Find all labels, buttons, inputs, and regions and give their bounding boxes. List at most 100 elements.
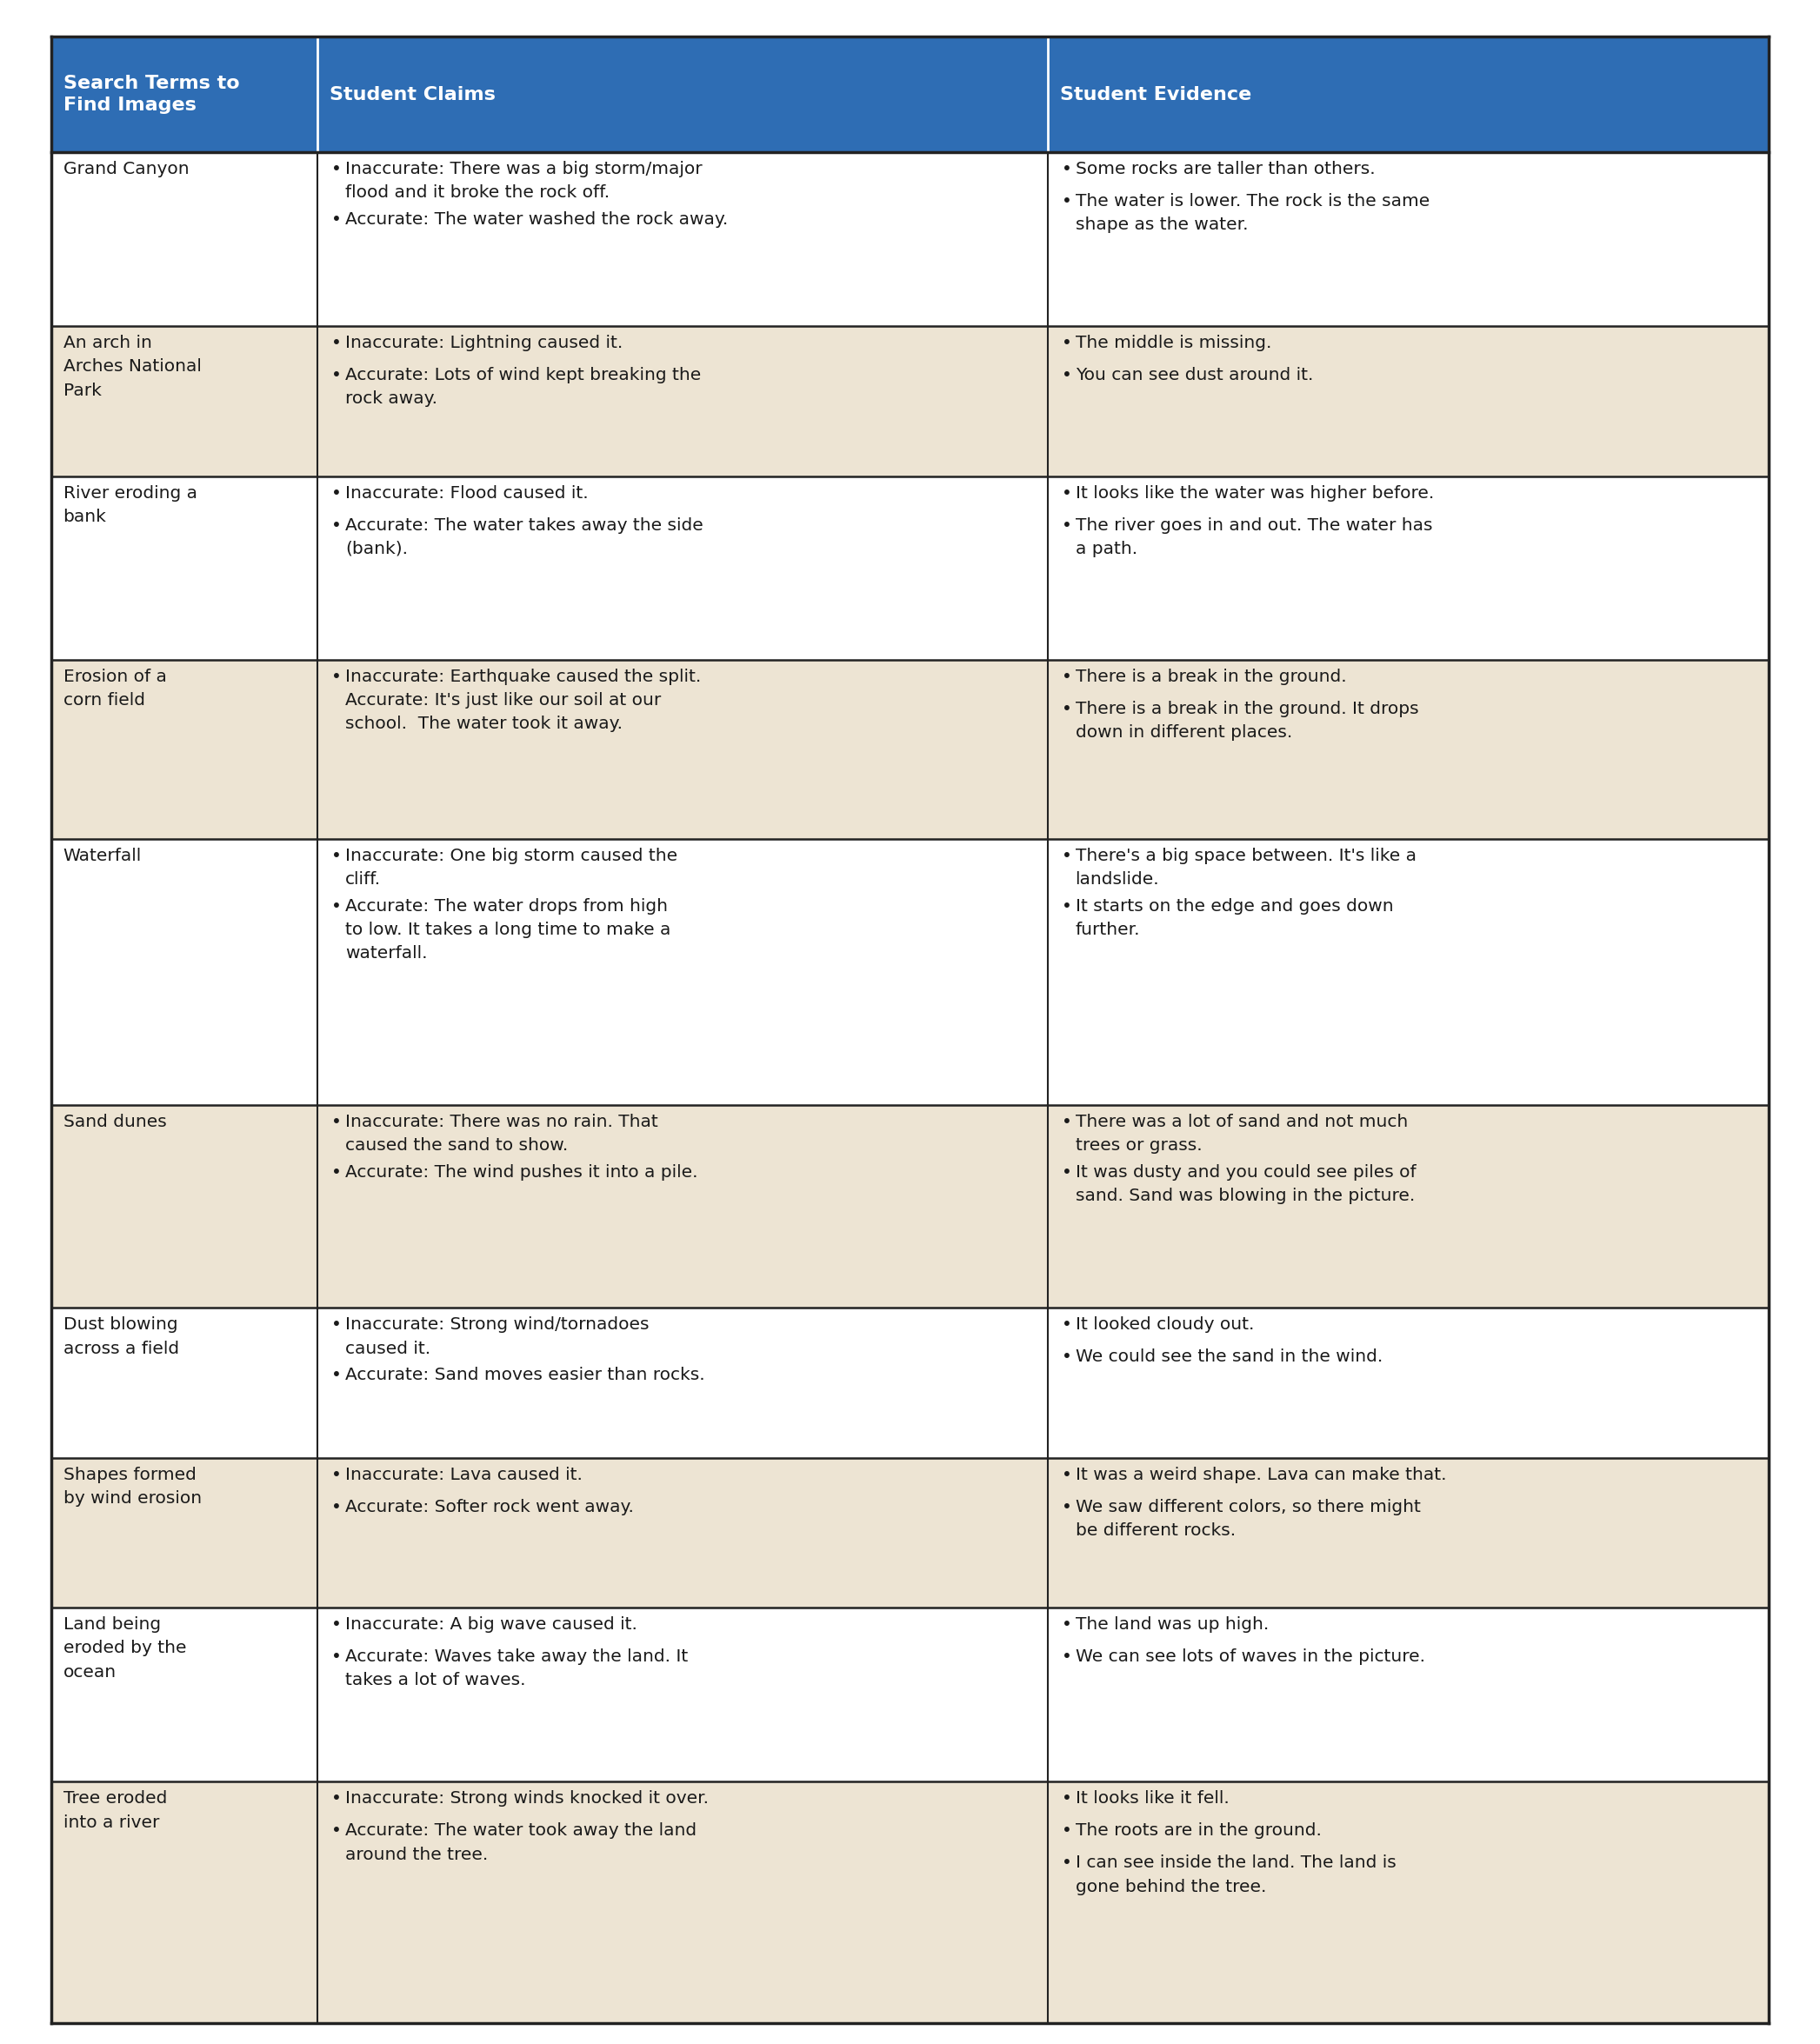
Text: •: •: [331, 1823, 342, 1840]
Text: •: •: [1061, 1617, 1072, 1633]
Text: Accurate: Waves take away the land. It
takes a lot of waves.: Accurate: Waves take away the land. It t…: [346, 1650, 688, 1688]
Text: It starts on the edge and goes down
further.: It starts on the edge and goes down furt…: [1076, 897, 1392, 938]
Text: •: •: [1061, 1650, 1072, 1666]
Text: Inaccurate: Lava caused it.: Inaccurate: Lava caused it.: [346, 1466, 582, 1484]
Text: •: •: [1061, 335, 1072, 352]
Text: We could see the sand in the wind.: We could see the sand in the wind.: [1076, 1349, 1383, 1365]
Text: •: •: [331, 1316, 342, 1333]
Text: Inaccurate: Flood caused it.: Inaccurate: Flood caused it.: [346, 484, 588, 501]
Text: Accurate: The water takes away the side
(bank).: Accurate: The water takes away the side …: [346, 517, 703, 558]
Text: Inaccurate: Strong winds knocked it over.: Inaccurate: Strong winds knocked it over…: [346, 1791, 708, 1807]
Text: The roots are in the ground.: The roots are in the ground.: [1076, 1823, 1321, 1840]
Text: You can see dust around it.: You can see dust around it.: [1076, 368, 1312, 384]
Text: Accurate: The water washed the rock away.: Accurate: The water washed the rock away…: [346, 211, 728, 227]
Text: River eroding a
bank: River eroding a bank: [64, 484, 197, 525]
Text: •: •: [331, 1114, 342, 1130]
Text: •: •: [331, 1498, 342, 1515]
Text: Shapes formed
by wind erosion: Shapes formed by wind erosion: [64, 1466, 202, 1506]
Text: •: •: [1061, 484, 1072, 501]
Text: Inaccurate: There was a big storm/major
flood and it broke the rock off.: Inaccurate: There was a big storm/major …: [346, 161, 703, 200]
Text: •: •: [1061, 161, 1072, 178]
Text: Accurate: Lots of wind kept breaking the
rock away.: Accurate: Lots of wind kept breaking the…: [346, 368, 701, 407]
Text: We can see lots of waves in the picture.: We can see lots of waves in the picture.: [1076, 1650, 1425, 1666]
Text: Land being
eroded by the
ocean: Land being eroded by the ocean: [64, 1617, 186, 1680]
Text: •: •: [1061, 1316, 1072, 1333]
Text: Accurate: Sand moves easier than rocks.: Accurate: Sand moves easier than rocks.: [346, 1367, 704, 1384]
Text: I can see inside the land. The land is
gone behind the tree.: I can see inside the land. The land is g…: [1076, 1854, 1396, 1895]
Bar: [51, 1104, 1769, 1308]
Text: •: •: [331, 668, 342, 685]
Bar: [51, 660, 1769, 838]
Text: The water is lower. The rock is the same
shape as the water.: The water is lower. The rock is the same…: [1076, 192, 1429, 233]
Text: Inaccurate: Earthquake caused the split.
Accurate: It's just like our soil at ou: Inaccurate: Earthquake caused the split.…: [346, 668, 701, 732]
Bar: [51, 476, 1769, 660]
Text: Inaccurate: Lightning caused it.: Inaccurate: Lightning caused it.: [346, 335, 622, 352]
Bar: [51, 1308, 1769, 1457]
Text: We saw different colors, so there might
be different rocks.: We saw different colors, so there might …: [1076, 1498, 1420, 1539]
Text: Inaccurate: A big wave caused it.: Inaccurate: A big wave caused it.: [346, 1617, 637, 1633]
Text: It looks like it fell.: It looks like it fell.: [1076, 1791, 1228, 1807]
Text: •: •: [331, 1367, 342, 1384]
Text: Search Terms to
Find Images: Search Terms to Find Images: [64, 76, 238, 114]
Text: •: •: [1061, 848, 1072, 865]
Text: •: •: [1061, 1791, 1072, 1807]
Bar: [51, 37, 1769, 151]
Text: It was dusty and you could see piles of
sand. Sand was blowing in the picture.: It was dusty and you could see piles of …: [1076, 1163, 1416, 1204]
Text: •: •: [331, 517, 342, 533]
Text: The middle is missing.: The middle is missing.: [1076, 335, 1270, 352]
Text: Student Evidence: Student Evidence: [1059, 86, 1250, 102]
Bar: [51, 1457, 1769, 1609]
Bar: [51, 327, 1769, 476]
Bar: [51, 838, 1769, 1104]
Text: It looks like the water was higher before.: It looks like the water was higher befor…: [1076, 484, 1434, 501]
Text: An arch in
Arches National
Park: An arch in Arches National Park: [64, 335, 202, 399]
Text: Grand Canyon: Grand Canyon: [64, 161, 189, 178]
Text: •: •: [331, 211, 342, 227]
Text: •: •: [331, 848, 342, 865]
Text: •: •: [1061, 1823, 1072, 1840]
Text: The land was up high.: The land was up high.: [1076, 1617, 1269, 1633]
Text: •: •: [331, 368, 342, 384]
Text: •: •: [331, 1617, 342, 1633]
Text: It looked cloudy out.: It looked cloudy out.: [1076, 1316, 1254, 1333]
Text: Inaccurate: There was no rain. That
caused the sand to show.: Inaccurate: There was no rain. That caus…: [346, 1114, 657, 1153]
Text: •: •: [1061, 1466, 1072, 1484]
Text: •: •: [331, 161, 342, 178]
Text: •: •: [1061, 1349, 1072, 1365]
Text: Waterfall: Waterfall: [64, 848, 142, 865]
Text: Accurate: The wind pushes it into a pile.: Accurate: The wind pushes it into a pile…: [346, 1163, 697, 1179]
Text: •: •: [1061, 1163, 1072, 1179]
Text: •: •: [1061, 192, 1072, 208]
Text: There is a break in the ground. It drops
down in different places.: There is a break in the ground. It drops…: [1076, 701, 1418, 740]
Bar: [51, 1782, 1769, 2024]
Text: There is a break in the ground.: There is a break in the ground.: [1076, 668, 1347, 685]
Text: Inaccurate: Strong wind/tornadoes
caused it.: Inaccurate: Strong wind/tornadoes caused…: [346, 1316, 650, 1357]
Text: Some rocks are taller than others.: Some rocks are taller than others.: [1076, 161, 1374, 178]
Text: •: •: [1061, 897, 1072, 914]
Text: •: •: [1061, 368, 1072, 384]
Text: •: •: [1061, 1498, 1072, 1515]
Text: •: •: [1061, 1854, 1072, 1870]
Text: The river goes in and out. The water has
a path.: The river goes in and out. The water has…: [1076, 517, 1432, 558]
Text: Accurate: The water took away the land
around the tree.: Accurate: The water took away the land a…: [346, 1823, 697, 1862]
Bar: [51, 1609, 1769, 1782]
Text: Inaccurate: One big storm caused the
cliff.: Inaccurate: One big storm caused the cli…: [346, 848, 677, 887]
Text: •: •: [331, 335, 342, 352]
Text: Accurate: Softer rock went away.: Accurate: Softer rock went away.: [346, 1498, 633, 1515]
Text: •: •: [331, 1466, 342, 1484]
Text: There was a lot of sand and not much
trees or grass.: There was a lot of sand and not much tre…: [1076, 1114, 1407, 1153]
Text: There's a big space between. It's like a
landslide.: There's a big space between. It's like a…: [1076, 848, 1416, 887]
Text: Erosion of a
corn field: Erosion of a corn field: [64, 668, 166, 709]
Text: Tree eroded
into a river: Tree eroded into a river: [64, 1791, 167, 1831]
Text: •: •: [1061, 668, 1072, 685]
Text: Dust blowing
across a field: Dust blowing across a field: [64, 1316, 178, 1357]
Text: It was a weird shape. Lava can make that.: It was a weird shape. Lava can make that…: [1076, 1466, 1447, 1484]
Text: Sand dunes: Sand dunes: [64, 1114, 166, 1130]
Text: •: •: [331, 897, 342, 914]
Text: Accurate: The water drops from high
to low. It takes a long time to make a
water: Accurate: The water drops from high to l…: [346, 897, 670, 963]
Text: •: •: [331, 1791, 342, 1807]
Text: Student Claims: Student Claims: [329, 86, 495, 102]
Bar: [51, 151, 1769, 327]
Text: •: •: [1061, 517, 1072, 533]
Text: •: •: [331, 1163, 342, 1179]
